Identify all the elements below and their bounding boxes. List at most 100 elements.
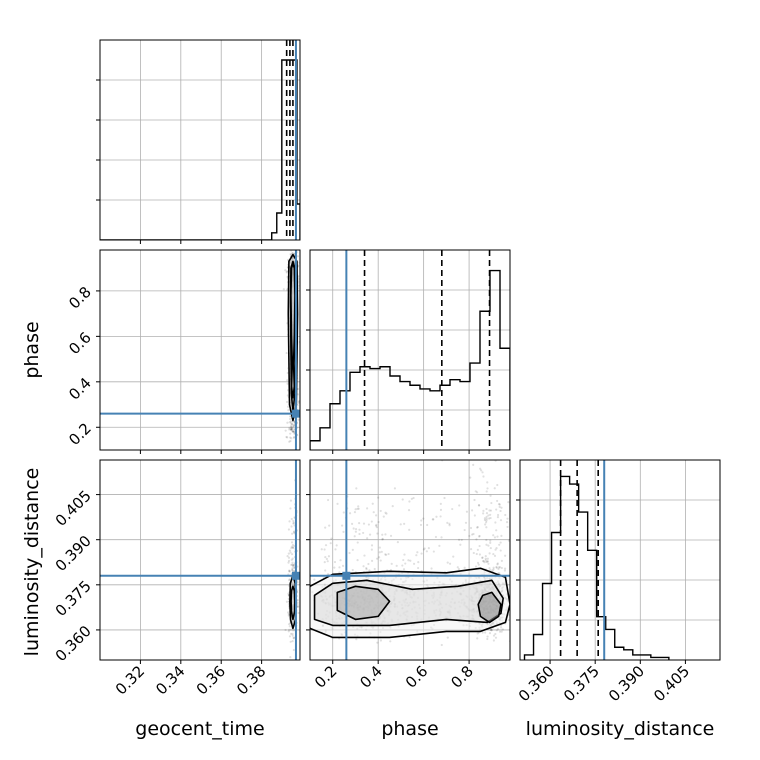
x-tick-label: 0.390 (605, 662, 648, 705)
sample-point (417, 566, 420, 570)
sample-point (325, 557, 328, 561)
sample-point (381, 538, 384, 541)
hist-luminosity-distance-panel: 0.360 0.375 0.390 0.405 (515, 459, 721, 705)
sample-point (395, 564, 398, 567)
sample-point (422, 517, 425, 520)
sample-point (481, 471, 484, 474)
scatter-geocent-time-vs-phase-panel: 0.2 0.4 0.6 0.8 (65, 249, 301, 454)
sample-point (487, 562, 490, 565)
sample-point (448, 562, 452, 565)
sample-point (385, 512, 388, 515)
sample-point (288, 421, 291, 424)
sample-point (290, 437, 293, 440)
sample-point (485, 543, 488, 546)
axes-background (520, 460, 720, 660)
sample-point (459, 543, 462, 546)
sample-point (285, 351, 288, 355)
sample-point (293, 566, 296, 569)
sample-point (493, 536, 497, 539)
sample-point (443, 496, 446, 500)
density-contour (290, 585, 296, 621)
sample-point (489, 541, 492, 545)
sample-point (463, 566, 466, 569)
sample-point (288, 440, 291, 443)
sample-point (471, 533, 474, 536)
sample-point (375, 514, 378, 517)
sample-point (290, 558, 293, 561)
x-axis-label-luminosity-distance: luminosity_distance (526, 718, 715, 740)
sample-point (287, 561, 290, 564)
y-tick-label: 0.4 (65, 374, 95, 404)
sample-point (500, 534, 503, 537)
plot-area (100, 40, 300, 240)
sample-point (485, 521, 488, 524)
x-tick-label: 0.34 (152, 662, 188, 698)
sample-point (448, 522, 451, 525)
sample-point (375, 526, 378, 529)
sample-point (496, 562, 499, 565)
sample-point (287, 592, 290, 595)
sample-point (327, 555, 331, 558)
sample-point (287, 614, 290, 617)
sample-point (290, 541, 294, 544)
sample-point (351, 568, 354, 572)
axes-background (100, 250, 300, 450)
y-tick-label: 0.375 (52, 577, 95, 620)
sample-point (486, 487, 489, 490)
sample-point (287, 409, 290, 412)
sample-point (451, 507, 454, 511)
sample-point (495, 529, 498, 532)
sample-point (382, 515, 385, 518)
sample-point (286, 405, 290, 408)
sample-point (291, 546, 295, 549)
sample-point (494, 632, 497, 636)
sample-point (290, 424, 293, 427)
sample-point (495, 547, 498, 550)
sample-point (410, 497, 413, 500)
sample-point (285, 600, 289, 603)
sample-point (286, 555, 289, 558)
sample-point (485, 519, 488, 522)
sample-point (473, 498, 476, 502)
sample-point (287, 552, 290, 555)
sample-point (284, 429, 287, 432)
sample-point (353, 535, 356, 538)
sample-point (296, 601, 299, 604)
sample-point (354, 508, 357, 511)
sample-point (403, 522, 406, 525)
sample-point (434, 535, 438, 539)
sample-point (290, 525, 293, 528)
sample-point (476, 637, 479, 640)
sample-point (478, 553, 482, 556)
density-contour (336, 585, 391, 621)
sample-point (475, 552, 478, 556)
sample-point (356, 507, 359, 510)
sample-point (293, 423, 296, 427)
sample-point (498, 572, 501, 575)
sample-point (457, 568, 461, 571)
sample-point (503, 569, 507, 572)
sample-point (479, 467, 482, 470)
sample-point (496, 535, 499, 538)
sample-point (376, 532, 379, 535)
sample-point (323, 561, 326, 564)
y-tick-label: 0.390 (52, 532, 95, 575)
sample-point (365, 567, 368, 571)
y-tick-label: 0.360 (52, 622, 95, 665)
sample-point (484, 523, 487, 526)
sample-point (330, 537, 333, 540)
sample-point (290, 426, 293, 429)
sample-point (407, 559, 410, 562)
truth-marker (291, 571, 300, 580)
sample-point (286, 611, 290, 614)
axes-frame (309, 249, 511, 451)
hist-phase-panel (306, 249, 511, 454)
sample-point (338, 571, 341, 574)
sample-point (408, 500, 411, 503)
sample-point (324, 544, 328, 547)
sample-point (477, 504, 481, 507)
sample-point (292, 531, 296, 534)
sample-point (468, 534, 471, 538)
histogram-luminosity-distance (523, 475, 670, 660)
